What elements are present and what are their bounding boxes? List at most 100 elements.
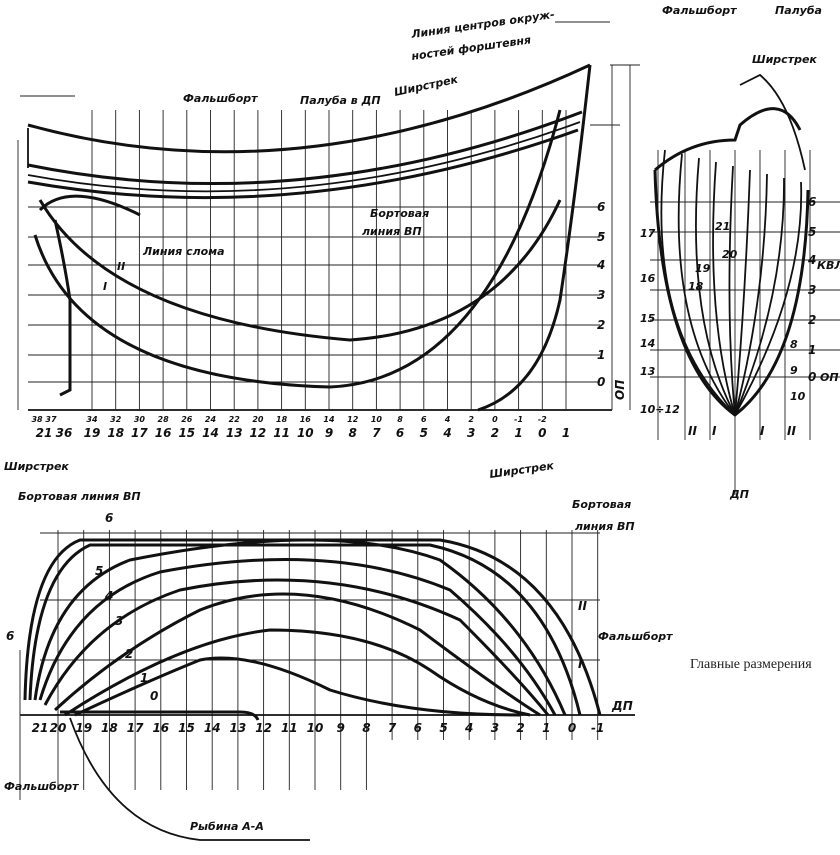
profile-station-sup: 26 [181, 415, 193, 424]
profile-station-sup: 22 [229, 415, 241, 424]
body-waterline-label: 2 [808, 313, 816, 327]
profile-station-label: 19 [84, 426, 101, 440]
label-hb-6a: 6 [105, 511, 113, 525]
label-baseline-bp: ОП [820, 371, 839, 384]
label-side-line-1: Бортовая [370, 207, 429, 220]
label-deck-cl: Палуба в ДП [300, 94, 381, 107]
profile-station-label: 13 [226, 426, 243, 440]
hb-wl-0 [74, 656, 521, 717]
profile-station-sup: 0 [492, 415, 498, 424]
hb-station-label: 14 [204, 721, 221, 735]
body-buttock-label: I [760, 424, 765, 438]
profile-station-label: 15 [178, 426, 195, 440]
profile-station-sup: 38 37 [31, 415, 56, 424]
hb-station-label: 19 [75, 721, 92, 735]
profile-station-label: 2 [491, 426, 499, 440]
body-sections [660, 149, 803, 416]
profile-grid [28, 110, 600, 410]
profile-station-label: 12 [250, 426, 267, 440]
profile-station-label: 11 [273, 426, 290, 440]
body-fwd-section-label: 9 [790, 364, 798, 377]
hb-waterline-mark: 2 [125, 647, 133, 661]
body-inner-section-label: 20 [722, 248, 738, 261]
profile-station-label: 1 [562, 426, 570, 440]
label-hb-bulwark-left: Фальшборт [4, 780, 79, 793]
profile-station-sup: 24 [205, 415, 217, 424]
profile-station-sup: 28 [158, 415, 170, 424]
body-buttock-label: II [688, 424, 697, 438]
profile-waterline-label: 3 [597, 288, 605, 302]
hb-wl-1 [64, 628, 531, 717]
profile-station-label: 14 [202, 426, 219, 440]
hb-station-label: 20 [50, 721, 67, 735]
label-hb-side-r2: линия ВП [575, 520, 635, 533]
hb-wl-5 [33, 538, 567, 716]
hb-station-label: 21 [32, 721, 49, 735]
profile-station-sup: 14 [323, 415, 335, 424]
keel-section-aa [69, 717, 310, 841]
profile-station-label: 1 [514, 426, 522, 440]
profile-station-sup: 2 [468, 415, 474, 424]
label-sheer-bp: Ширстрек [752, 53, 817, 66]
profile-station-label: 6 [396, 426, 404, 440]
hb-waterline-mark: 4 [104, 589, 113, 603]
profile-station-sup: 12 [347, 415, 359, 424]
label-hb-buttock-2: II [578, 599, 587, 613]
hb-station-label: 6 [414, 721, 422, 735]
hb-station-label: 15 [178, 721, 195, 735]
profile-station-sup: -2 [538, 415, 547, 424]
profile-view: Фальшборт Палуба в ДП Ширстрек Линия цен… [17, 8, 640, 440]
profile-station-label: 5 [420, 426, 428, 440]
hb-sheer [28, 543, 582, 716]
profile-waterline-labels: 0 1 2 3 4 5 6 [596, 200, 605, 389]
body-waterline-label: 3 [808, 283, 816, 297]
hb-station-label: 8 [362, 721, 370, 735]
body-aft-section-label: 16 [640, 272, 656, 285]
body-section-curve [660, 149, 736, 416]
stem-line [477, 64, 592, 412]
profile-station-label: 21 [36, 426, 53, 440]
body-section-curve [712, 161, 736, 416]
caption-main-dimensions: Главные размерения [690, 657, 812, 672]
label-deck-bp: Палуба [775, 4, 822, 17]
hb-waterline-mark: 3 [115, 614, 123, 628]
label-hb-bulwark-right: Фальшборт [598, 630, 673, 643]
body-waterline-label: 6 [808, 195, 816, 209]
half-breadth-view: Ширстрек Бортовая линия ВП Ширстрек Борт… [4, 459, 673, 841]
hb-bulwark [23, 538, 602, 716]
hb-waterline-mark: 5 [95, 564, 103, 578]
hb-station-label: 5 [439, 721, 447, 735]
profile-station-sup: 18 [276, 415, 288, 424]
hb-station-label: 17 [127, 721, 144, 735]
body-aft-section-label: 17 [640, 227, 656, 240]
profile-station-label: 0 [538, 426, 546, 440]
label-hb-6b: 6 [6, 629, 14, 643]
profile-station-sup: 10 [371, 415, 383, 424]
hb-station-label: 0 [568, 721, 576, 735]
body-buttock-label: I [712, 424, 717, 438]
body-section-curve [728, 165, 736, 416]
profile-station-sup: 16 [300, 415, 312, 424]
hb-keel [60, 710, 260, 721]
label-dwl: КВЛ [817, 259, 840, 272]
body-plan-view: Фальшборт Палуба Ширстрек КВЛ ОП ДП 0 1 2 3… [640, 4, 840, 501]
body-fwd-section-label: 10 [790, 390, 806, 403]
label-bulwark-bp: Фальшборт [662, 4, 737, 17]
chine-line [38, 194, 141, 217]
profile-station-label: 16 [155, 426, 172, 440]
hb-station-label: 2 [516, 721, 524, 735]
body-waterline-label: 0 [808, 370, 816, 384]
body-section-curve [734, 181, 803, 416]
hb-station-label: 1 [542, 721, 550, 735]
label-hb-centerline: ДП [611, 699, 633, 713]
label-sheer: Ширстрек [393, 73, 460, 99]
sheer-line [27, 110, 583, 186]
profile-waterline-label: 6 [597, 200, 605, 214]
hb-wl-4 [38, 558, 557, 716]
bulwark-section [739, 73, 806, 171]
deck-line [27, 121, 581, 193]
profile-station-sup: 6 [421, 415, 427, 424]
body-section-curve [734, 177, 785, 416]
